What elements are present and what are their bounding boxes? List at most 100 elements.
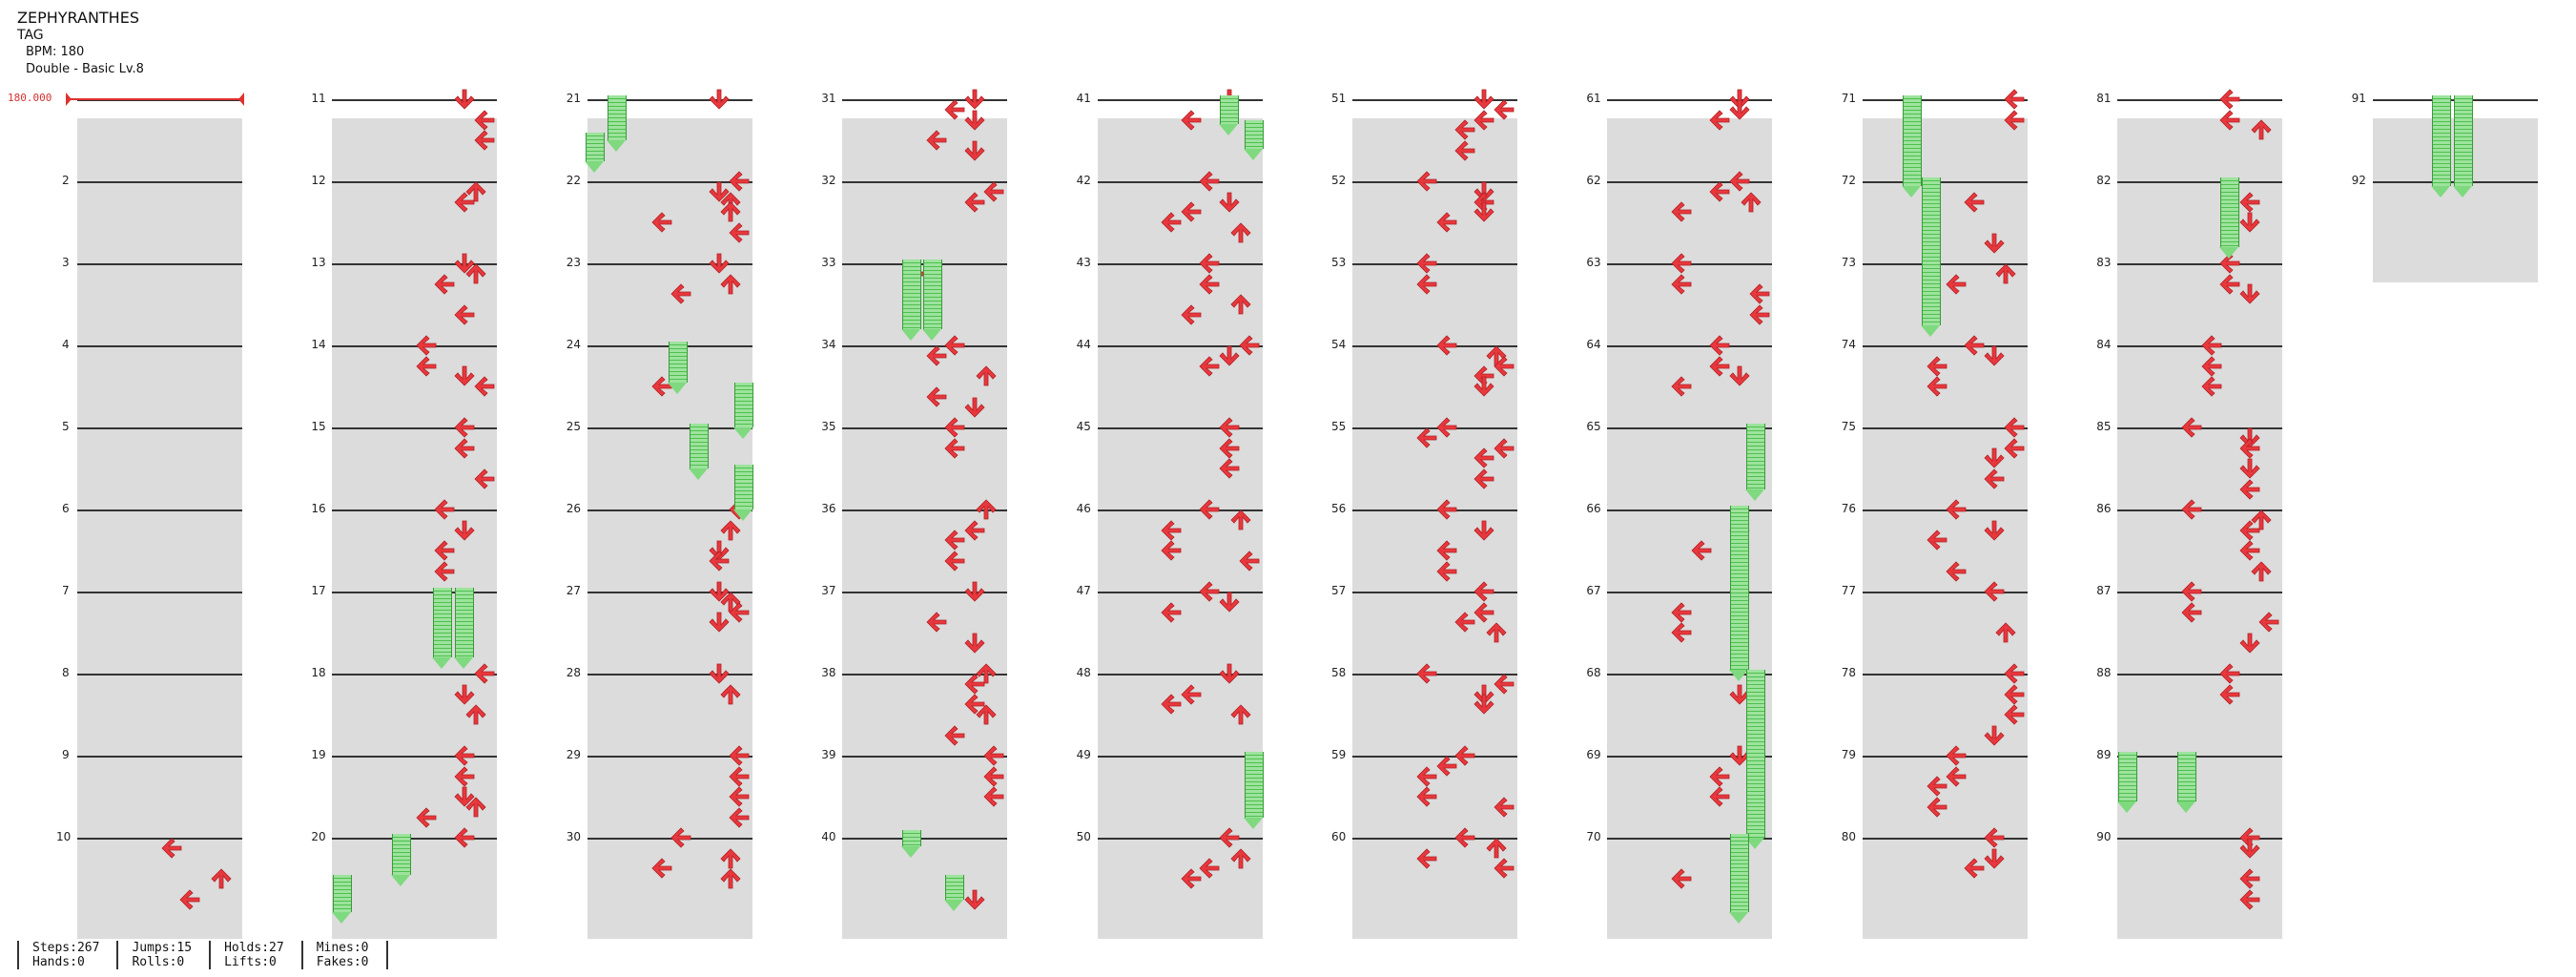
arrow-up-icon — [1230, 222, 1251, 243]
row-band — [1352, 179, 1517, 200]
row-band — [1862, 672, 2028, 693]
measure-number: 11 — [311, 92, 326, 105]
measure-number: 29 — [566, 748, 582, 761]
arrow-left-icon — [2239, 437, 2259, 459]
row-band — [77, 302, 242, 323]
measure-line — [1352, 592, 1517, 593]
row-band — [1607, 364, 1773, 385]
row-band — [842, 631, 1008, 652]
measure-line — [332, 181, 498, 183]
row-band — [1097, 549, 1263, 570]
arrow-down-icon — [709, 612, 730, 633]
measure-number: 4 — [62, 338, 70, 351]
row-band — [332, 241, 498, 262]
arrow-down-icon — [2239, 458, 2260, 479]
row-band — [77, 713, 242, 734]
row-band — [587, 734, 752, 755]
row-band — [1352, 447, 1517, 468]
measure-line — [842, 592, 1008, 593]
arrow-left-icon — [1161, 601, 1182, 623]
arrow-left-icon — [2004, 704, 2025, 725]
arrow-left-icon — [1964, 858, 1985, 879]
arrow-left-icon — [709, 551, 730, 572]
arrow-left-icon — [416, 335, 437, 356]
row-band — [587, 467, 752, 488]
row-band — [2117, 898, 2283, 919]
arrow-left-icon — [1436, 756, 1457, 777]
arrow-left-icon — [1219, 417, 1240, 438]
row-band — [1862, 898, 2028, 919]
row-band — [1352, 220, 1517, 241]
row-band — [1352, 877, 1517, 898]
measure-line — [1862, 756, 2028, 758]
arrow-left-icon — [454, 827, 475, 848]
row-band — [2117, 241, 2283, 262]
row-band — [1097, 343, 1263, 364]
arrow-left-icon — [1984, 581, 2005, 602]
measure-line — [1862, 427, 2028, 429]
row-band — [842, 241, 1008, 262]
row-band — [1862, 631, 2028, 652]
hold-end-icon — [432, 657, 452, 670]
row-band — [1862, 734, 2028, 755]
row-band — [2117, 877, 2283, 898]
arrow-left-icon — [944, 417, 965, 438]
arrow-left-icon — [670, 827, 691, 848]
row-band — [587, 631, 752, 652]
row-band — [1352, 549, 1517, 570]
measure-line — [332, 756, 498, 758]
arrow-down-icon — [1984, 345, 2005, 366]
measure-number: 31 — [821, 92, 836, 105]
row-band — [2117, 652, 2283, 673]
arrow-left-icon — [1436, 212, 1457, 233]
row-band — [1097, 405, 1263, 426]
row-band — [842, 918, 1008, 939]
measure-line — [587, 756, 752, 758]
row-band — [587, 611, 752, 632]
row-band — [1862, 549, 2028, 570]
row-band — [587, 323, 752, 344]
row-band — [587, 405, 752, 426]
row-band — [1607, 282, 1773, 303]
measure-line — [1607, 509, 1773, 511]
row-band — [2117, 754, 2283, 775]
row-band — [1862, 611, 2028, 632]
arrow-left-icon — [2181, 601, 2202, 623]
row-band — [332, 261, 498, 282]
measure-number: 27 — [566, 584, 582, 597]
arrow-left-icon — [944, 335, 965, 356]
measure-number: 47 — [1076, 584, 1091, 597]
row-band — [332, 918, 498, 939]
row-band — [77, 775, 242, 796]
stats-steps-hands: Steps:267 Hands:0 — [17, 941, 116, 969]
row-band — [332, 447, 498, 468]
measure-line — [77, 838, 242, 840]
row-band — [1097, 816, 1263, 837]
measure-number: 58 — [1331, 666, 1347, 679]
hold-note — [1729, 506, 1749, 670]
measure-line — [1352, 509, 1517, 511]
arrow-left-icon — [2258, 612, 2279, 633]
row-band — [1607, 795, 1773, 816]
measure-line — [1352, 427, 1517, 429]
row-band — [1862, 405, 2028, 426]
row-band — [1607, 775, 1773, 796]
arrow-down-icon — [1219, 192, 1240, 213]
chart-stage: 2 3 4 5 6 7 8 9 10 11 12 13 14 15 16 17 18 19 20 21 22 23 24 25… — [8, 89, 2538, 939]
row-band — [587, 570, 752, 591]
row-band — [1097, 426, 1263, 447]
row-band — [1352, 282, 1517, 303]
hold-note — [1244, 119, 1264, 149]
row-band — [842, 138, 1008, 159]
row-band — [842, 220, 1008, 241]
row-band — [2117, 364, 2283, 385]
arrow-down-icon — [1984, 447, 2005, 468]
measure-number: 20 — [311, 830, 326, 843]
arrow-left-icon — [2219, 683, 2240, 705]
row-band — [842, 508, 1008, 529]
arrow-left-icon — [454, 765, 475, 787]
stats-jumps-rolls: Jumps:15 Rolls:0 — [116, 941, 209, 969]
row-band — [77, 795, 242, 816]
arrow-left-icon — [1436, 560, 1457, 582]
arrow-left-icon — [729, 745, 750, 766]
